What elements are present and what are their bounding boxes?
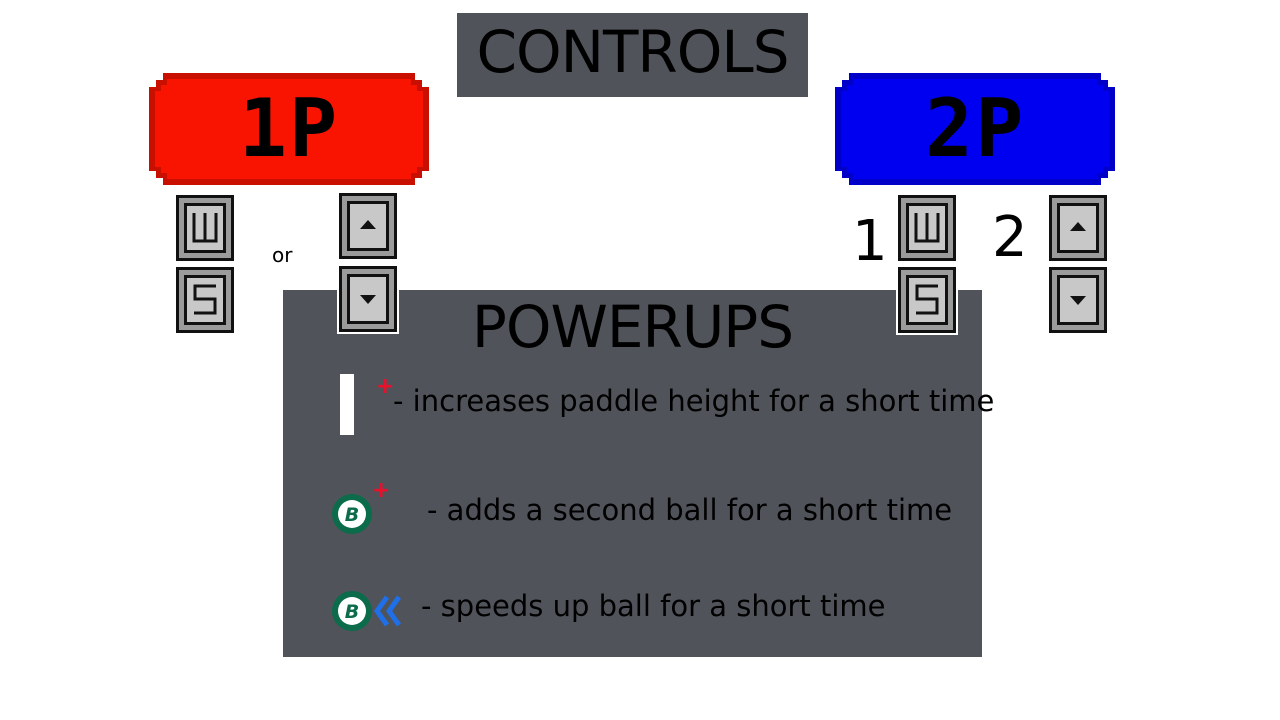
player2-number-1: 1 bbox=[852, 209, 888, 274]
svg-text:B: B bbox=[345, 601, 359, 623]
key-up-p2 bbox=[1049, 195, 1107, 261]
key-down-p2 bbox=[1049, 267, 1107, 333]
key-down-p1 bbox=[337, 264, 399, 334]
key-s-p2 bbox=[896, 265, 958, 335]
key-s-p1 bbox=[176, 267, 234, 333]
player2-number-2: 2 bbox=[992, 205, 1028, 270]
svg-text:B: B bbox=[345, 504, 359, 526]
or-separator: or bbox=[272, 243, 293, 267]
powerup-text-speed: - speeds up ball for a short time bbox=[421, 589, 886, 623]
paddle-icon bbox=[340, 374, 354, 435]
key-w-p1 bbox=[176, 195, 234, 261]
ball-icon: B bbox=[332, 494, 372, 534]
plus-icon: + bbox=[376, 374, 395, 399]
player1-badge: 1P bbox=[149, 73, 429, 185]
controls-title-box: CONTROLS bbox=[457, 13, 808, 97]
key-up-p1 bbox=[339, 193, 397, 259]
powerups-panel: POWERUPS + - increases paddle height for… bbox=[283, 290, 994, 657]
controls-title: CONTROLS bbox=[476, 18, 789, 86]
player2-label: 2P bbox=[924, 82, 1026, 175]
player2-badge: 2P bbox=[835, 73, 1115, 185]
powerups-title: POWERUPS bbox=[471, 293, 794, 361]
player1-label: 1P bbox=[238, 82, 340, 175]
ball-icon: B bbox=[332, 591, 372, 631]
powerup-text-second-ball: - adds a second ball for a short time bbox=[427, 493, 953, 527]
speed-chevron-icon bbox=[373, 595, 402, 627]
key-w-p2 bbox=[898, 195, 956, 261]
powerup-text-paddle: - increases paddle height for a short ti… bbox=[393, 384, 995, 418]
plus-icon: + bbox=[372, 478, 391, 503]
